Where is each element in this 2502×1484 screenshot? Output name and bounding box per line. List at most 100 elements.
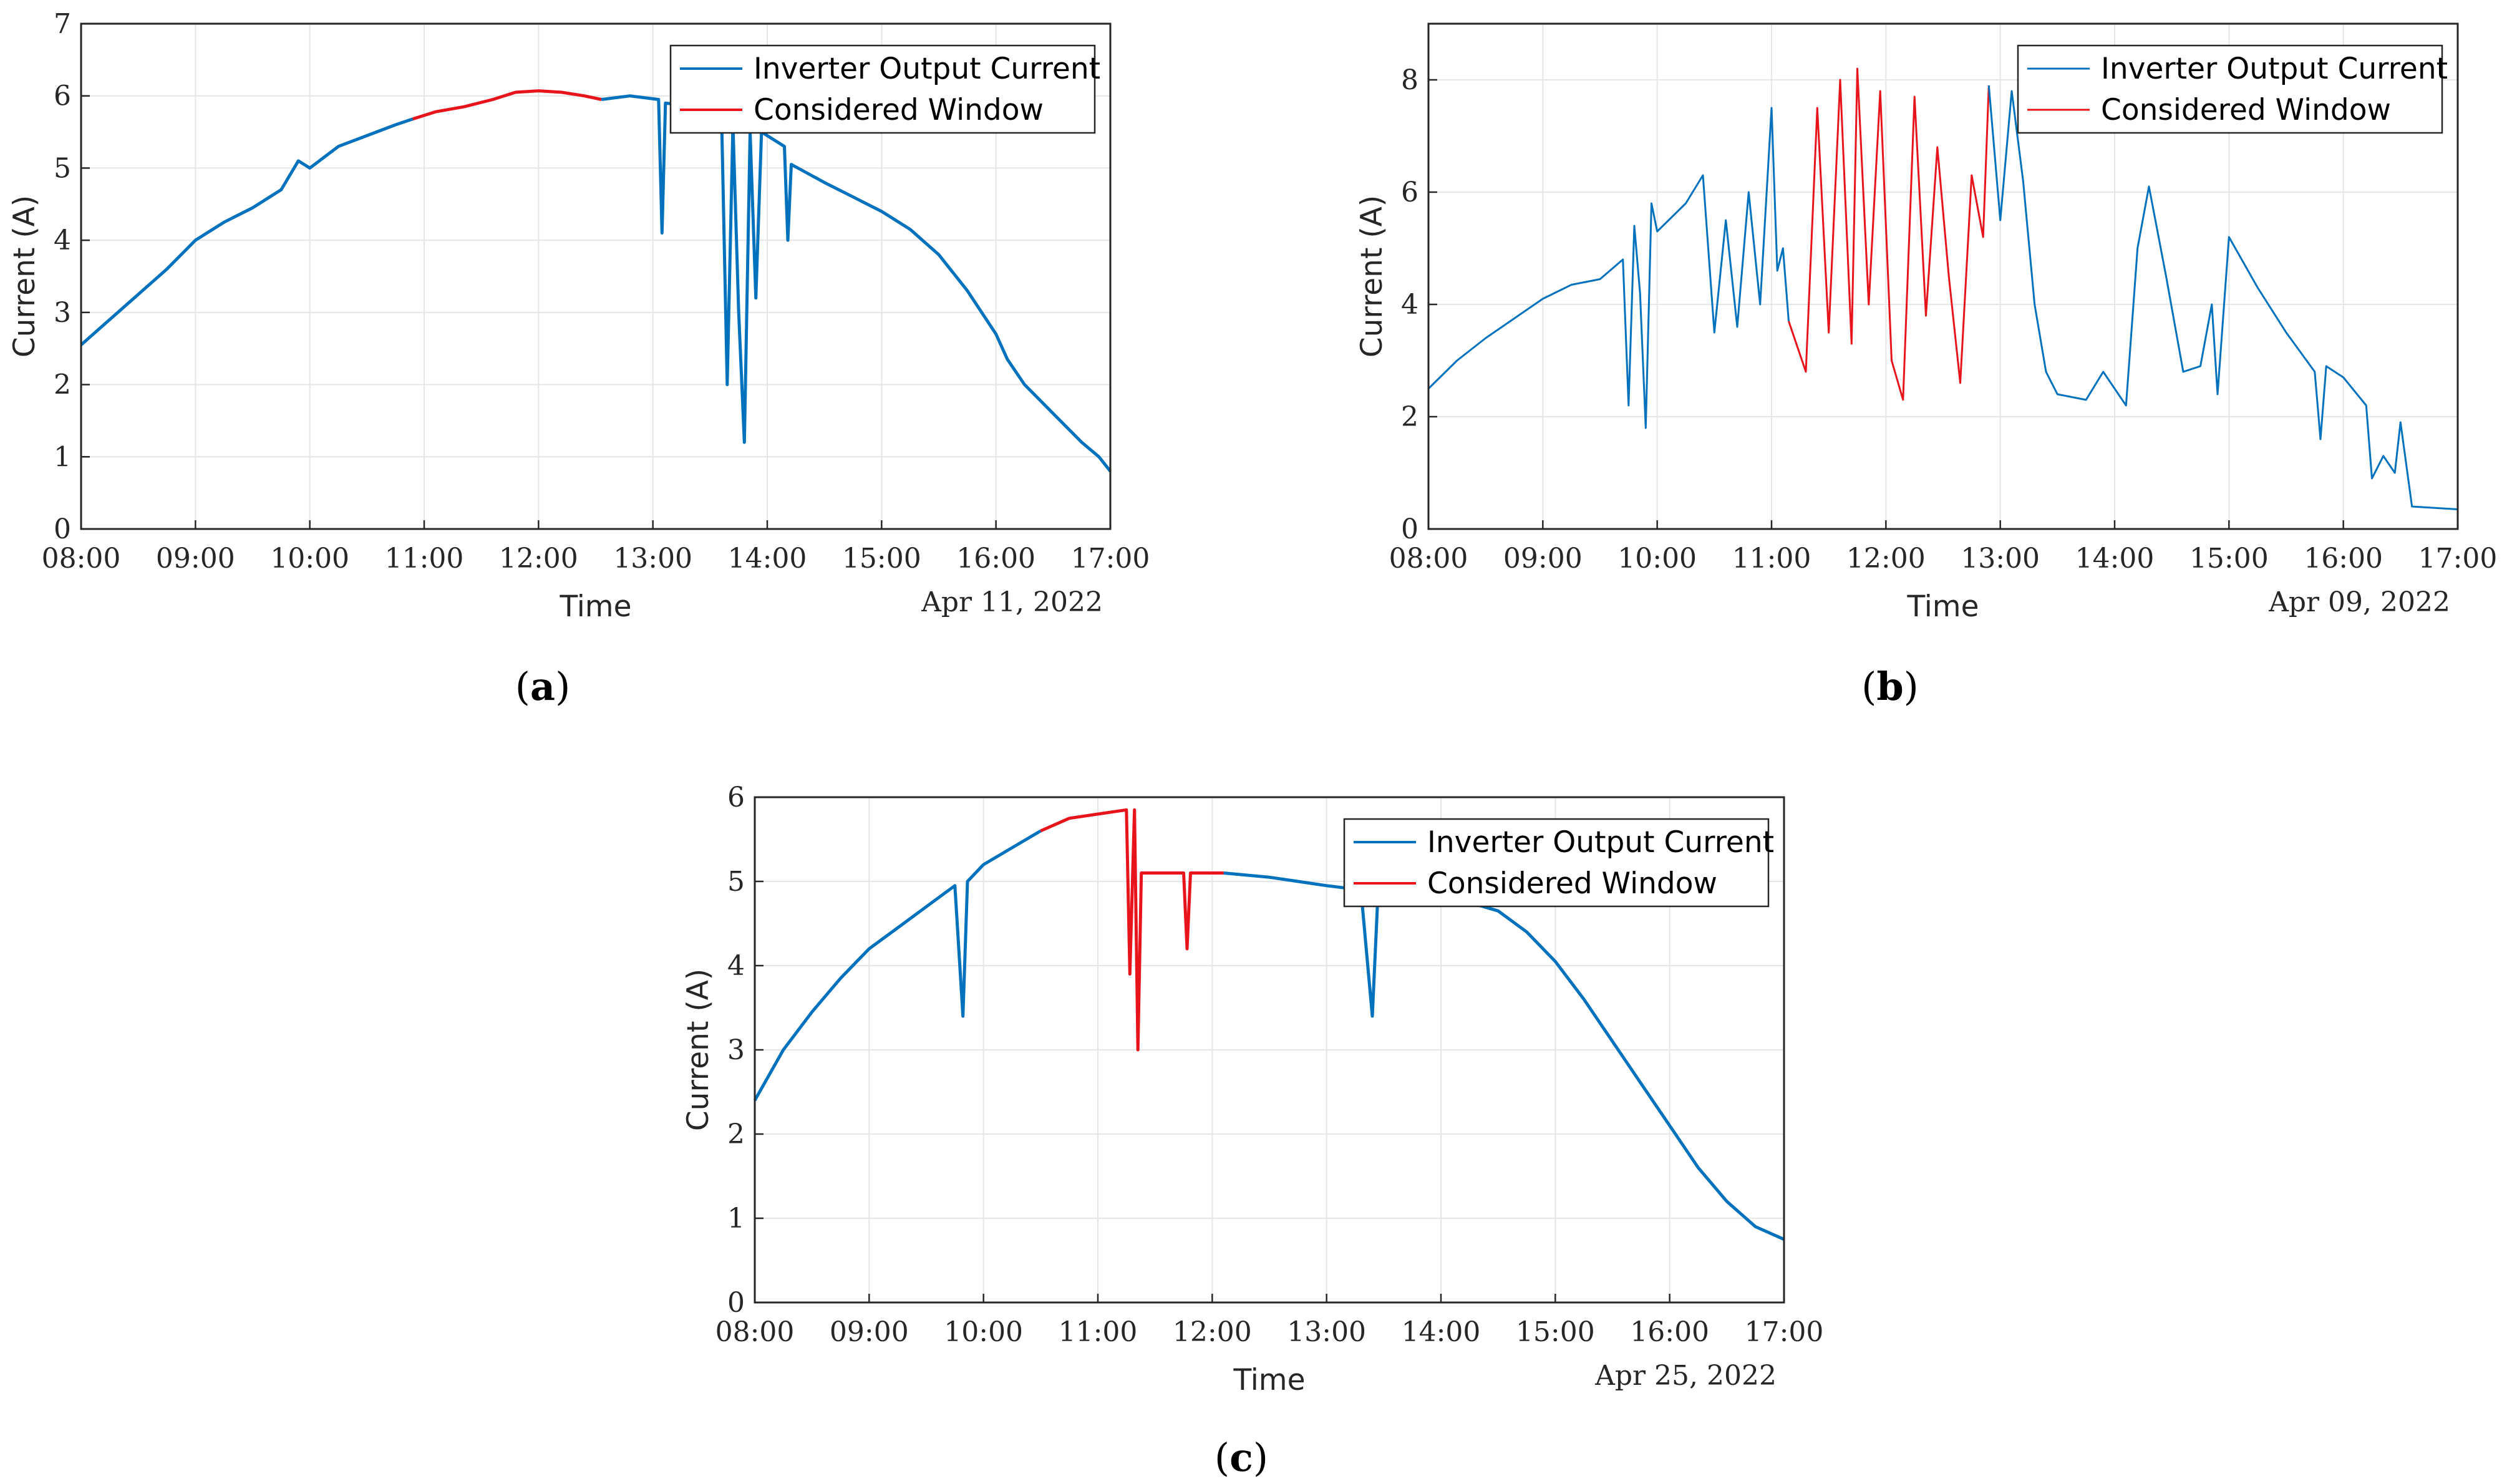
x-tick-label: 10:00	[944, 1316, 1023, 1348]
series-line-inverter-output	[80, 117, 414, 346]
y-tick-label: 2	[54, 369, 71, 401]
x-tick-label: 15:00	[2189, 543, 2269, 575]
y-tick-labels: 0 2 4 6 8	[1401, 64, 1418, 545]
y-tick-label: 5	[54, 152, 71, 184]
y-tick-label: 5	[727, 866, 745, 898]
x-tick-label: 11:00	[1059, 1316, 1138, 1348]
legend-label-window: Considered Window	[2101, 93, 2391, 127]
y-axis-title: Current (A)	[7, 195, 42, 357]
panel-caption-a: (a)	[515, 664, 571, 709]
y-axis-title: Current (A)	[1355, 195, 1389, 357]
x-tick-labels: 08:00 09:00 10:00 11:00 12:00 13:00 14:00 15:00…	[1389, 543, 2498, 575]
series-line-inverter-output	[601, 94, 1112, 472]
y-tick-label: 8	[1401, 64, 1418, 96]
y-tick-labels: 0 1 2 3 4 5 6	[727, 782, 745, 1319]
series-line-considered-window	[412, 89, 602, 121]
x-axis-title: Time	[1906, 589, 1979, 624]
panel-label-c: c	[1229, 1435, 1253, 1480]
chart-panel-a: 08:00 09:00 10:00 11:00 12:00 13:00 14:00 15:00…	[7, 8, 1150, 624]
x-tick-label: 14:00	[2075, 543, 2155, 575]
y-tick-label: 3	[54, 297, 71, 329]
y-tick-label: 1	[727, 1203, 745, 1234]
y-tick-labels: 0 1 2 3 4 5 6 7	[54, 8, 71, 545]
date-label: Apr 25, 2022	[1594, 1360, 1777, 1392]
svg-text:(c): (c)	[1215, 1435, 1268, 1480]
x-tick-label: 11:00	[1732, 543, 1811, 575]
chart-panel-b: 08:00 09:00 10:00 11:00 12:00 13:00 14:00 15:00…	[1355, 22, 2498, 624]
x-axis-title: Time	[559, 589, 631, 624]
series-line-inverter-output	[1987, 85, 2458, 510]
x-tick-label: 14:00	[728, 543, 807, 575]
x-tick-label: 13:00	[1287, 1316, 1366, 1348]
x-tick-label: 09:00	[156, 543, 235, 575]
plot-frame	[80, 22, 1112, 530]
x-tick-label: 13:00	[1961, 543, 2040, 575]
tick-marks	[1427, 79, 2459, 530]
y-tick-label: 0	[1401, 513, 1418, 545]
legend-label-inverter: Inverter Output Current	[754, 52, 1100, 86]
x-tick-label: 17:00	[1071, 543, 1150, 575]
legend: Inverter Output Current Considered Windo…	[669, 44, 1100, 134]
x-tick-label: 08:00	[42, 543, 121, 575]
panel-label-a: a	[530, 664, 555, 709]
series-group	[80, 89, 1112, 472]
x-tick-labels: 08:00 09:00 10:00 11:00 12:00 13:00 14:00 15:00…	[715, 1316, 1824, 1348]
y-tick-label: 4	[727, 950, 745, 982]
legend-box	[1343, 818, 1770, 908]
panel-caption-b: (b)	[1861, 664, 1919, 709]
y-tick-label: 0	[54, 513, 71, 545]
tick-marks	[80, 22, 1112, 530]
y-tick-label: 6	[727, 782, 745, 813]
x-tick-label: 16:00	[2304, 543, 2383, 575]
legend-label-window: Considered Window	[1427, 866, 1717, 901]
legend: Inverter Output Current Considered Windo…	[2017, 44, 2448, 134]
date-label: Apr 09, 2022	[2268, 586, 2450, 618]
y-tick-label: 6	[1401, 177, 1418, 208]
x-tick-label: 08:00	[1389, 543, 1468, 575]
x-tick-label: 12:00	[499, 543, 578, 575]
series-line-inverter-output	[1427, 107, 1790, 429]
x-tick-label: 14:00	[1402, 1316, 1481, 1348]
x-tick-label: 17:00	[2418, 543, 2498, 575]
tick-marks	[754, 796, 1785, 1304]
x-tick-label: 09:00	[830, 1316, 909, 1348]
x-tick-label: 09:00	[1503, 543, 1583, 575]
y-axis-title: Current (A)	[681, 969, 715, 1131]
panel-caption-c: (c)	[1215, 1435, 1268, 1480]
series-line-inverter-output	[1223, 871, 1785, 1241]
x-axis-title: Time	[1233, 1363, 1305, 1397]
legend-box	[669, 44, 1096, 134]
svg-text:(b): (b)	[1861, 664, 1919, 709]
x-tick-label: 16:00	[956, 543, 1035, 575]
series-line-considered-window	[1040, 808, 1224, 1052]
y-tick-label: 3	[727, 1034, 745, 1066]
chart-panel-c: 08:00 09:00 10:00 11:00 12:00 13:00 14:00 15:00…	[681, 782, 1823, 1397]
y-tick-label: 1	[54, 441, 71, 473]
grid	[755, 797, 1784, 1302]
series-group	[753, 808, 1785, 1241]
y-tick-label: 2	[727, 1118, 745, 1150]
date-label: Apr 11, 2022	[921, 586, 1103, 618]
series-group	[1427, 67, 2458, 510]
x-tick-label: 15:00	[1516, 1316, 1595, 1348]
x-tick-label: 11:00	[385, 543, 464, 575]
legend-label-inverter: Inverter Output Current	[1427, 825, 1774, 860]
x-tick-label: 17:00	[1745, 1316, 1824, 1348]
legend-box	[2017, 44, 2443, 134]
y-tick-label: 6	[54, 80, 71, 112]
panel-label-b: b	[1876, 664, 1903, 709]
y-tick-label: 0	[727, 1287, 745, 1319]
y-tick-label: 4	[54, 225, 71, 256]
series-line-inverter-output	[753, 829, 1042, 1102]
legend: Inverter Output Current Considered Windo…	[1343, 818, 1774, 908]
legend-label-window: Considered Window	[754, 93, 1044, 127]
x-tick-label: 16:00	[1630, 1316, 1709, 1348]
svg-text:(a): (a)	[515, 664, 571, 709]
y-tick-label: 7	[54, 8, 71, 40]
x-tick-label: 08:00	[715, 1316, 795, 1348]
plot-frame	[1427, 22, 2459, 530]
x-tick-label: 13:00	[613, 543, 692, 575]
x-tick-labels: 08:00 09:00 10:00 11:00 12:00 13:00 14:00 15:00…	[42, 543, 1150, 575]
series-line-considered-window	[1788, 67, 1990, 401]
